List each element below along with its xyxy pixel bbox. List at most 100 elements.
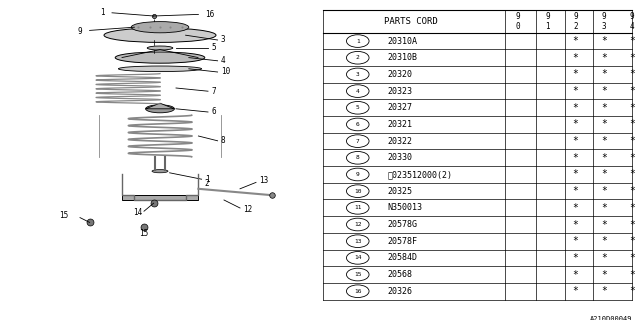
Text: A210D00049: A210D00049 — [589, 316, 632, 320]
Text: *: * — [629, 286, 635, 296]
Text: *: * — [573, 286, 579, 296]
Text: *: * — [573, 269, 579, 280]
Ellipse shape — [104, 28, 216, 42]
Text: 20568: 20568 — [387, 270, 412, 279]
Text: *: * — [573, 36, 579, 46]
Text: 8: 8 — [221, 136, 225, 145]
Text: 20310A: 20310A — [387, 36, 417, 45]
Text: 14: 14 — [133, 208, 142, 217]
Text: 9: 9 — [356, 172, 360, 177]
Text: 15: 15 — [60, 212, 68, 220]
Text: 20578G: 20578G — [387, 220, 417, 229]
Text: 9
4: 9 4 — [630, 12, 634, 31]
Text: *: * — [601, 170, 607, 180]
Text: 13: 13 — [354, 239, 362, 244]
Text: 16: 16 — [205, 10, 214, 19]
Text: 1: 1 — [205, 175, 209, 184]
Text: 20310B: 20310B — [387, 53, 417, 62]
Text: *: * — [629, 119, 635, 130]
Ellipse shape — [115, 52, 205, 63]
Ellipse shape — [152, 170, 168, 173]
Text: 20322: 20322 — [387, 137, 412, 146]
Text: *: * — [601, 36, 607, 46]
Text: 20325: 20325 — [387, 187, 412, 196]
Text: *: * — [573, 186, 579, 196]
Text: 9: 9 — [77, 28, 83, 36]
Text: *: * — [629, 136, 635, 146]
Text: *: * — [601, 236, 607, 246]
Text: 11: 11 — [354, 205, 362, 210]
Text: *: * — [601, 269, 607, 280]
Text: *: * — [573, 69, 579, 79]
Text: *: * — [573, 153, 579, 163]
Text: *: * — [629, 86, 635, 96]
Text: 4: 4 — [356, 89, 360, 93]
Text: *: * — [629, 36, 635, 46]
Text: 20327: 20327 — [387, 103, 412, 112]
Ellipse shape — [147, 46, 173, 50]
Text: *: * — [601, 86, 607, 96]
Text: *: * — [601, 53, 607, 63]
Text: *: * — [601, 69, 607, 79]
Text: 10: 10 — [354, 189, 362, 194]
Text: 7: 7 — [211, 87, 216, 96]
Text: 3: 3 — [356, 72, 360, 77]
Text: 12: 12 — [354, 222, 362, 227]
Text: 15: 15 — [354, 272, 362, 277]
Text: ⓓ023512000(2): ⓓ023512000(2) — [387, 170, 452, 179]
Text: 9
1: 9 1 — [545, 12, 550, 31]
Text: *: * — [573, 236, 579, 246]
Text: *: * — [629, 53, 635, 63]
Ellipse shape — [131, 21, 189, 33]
Text: 20578F: 20578F — [387, 237, 417, 246]
Text: 20330: 20330 — [387, 153, 412, 162]
Text: *: * — [629, 269, 635, 280]
Text: *: * — [573, 86, 579, 96]
Text: 6: 6 — [211, 108, 216, 116]
Polygon shape — [146, 103, 174, 109]
Text: 2: 2 — [205, 180, 209, 188]
Text: 7: 7 — [356, 139, 360, 144]
Text: *: * — [601, 119, 607, 130]
Text: 20321: 20321 — [387, 120, 412, 129]
Text: 5: 5 — [356, 105, 360, 110]
Text: PARTS CORD: PARTS CORD — [384, 17, 438, 26]
Text: 9
2: 9 2 — [573, 12, 578, 31]
Text: *: * — [601, 253, 607, 263]
Text: *: * — [601, 203, 607, 213]
Polygon shape — [122, 195, 198, 200]
Ellipse shape — [118, 66, 202, 72]
Text: *: * — [629, 236, 635, 246]
Text: 20584D: 20584D — [387, 253, 417, 262]
Text: 8: 8 — [356, 155, 360, 160]
Text: *: * — [601, 136, 607, 146]
Text: *: * — [629, 186, 635, 196]
Text: *: * — [573, 136, 579, 146]
Text: 2: 2 — [356, 55, 360, 60]
Text: *: * — [629, 69, 635, 79]
Text: 9
0: 9 0 — [515, 12, 520, 31]
Text: 5: 5 — [211, 44, 216, 52]
Text: 6: 6 — [356, 122, 360, 127]
Text: 12: 12 — [243, 205, 252, 214]
Text: *: * — [629, 153, 635, 163]
Text: *: * — [629, 103, 635, 113]
Text: N350013: N350013 — [387, 203, 422, 212]
Text: *: * — [629, 170, 635, 180]
Text: *: * — [601, 186, 607, 196]
Text: 1: 1 — [100, 8, 105, 17]
Text: *: * — [573, 103, 579, 113]
Text: 9
3: 9 3 — [602, 12, 606, 31]
Text: *: * — [601, 220, 607, 229]
Text: *: * — [601, 103, 607, 113]
Text: *: * — [573, 119, 579, 130]
Text: 20326: 20326 — [387, 287, 412, 296]
Ellipse shape — [146, 105, 174, 113]
Text: *: * — [629, 203, 635, 213]
Text: *: * — [573, 203, 579, 213]
Text: 15: 15 — [140, 229, 148, 238]
Text: *: * — [573, 253, 579, 263]
Text: 20323: 20323 — [387, 87, 412, 96]
Text: 1: 1 — [356, 39, 360, 44]
Text: 4: 4 — [221, 56, 225, 65]
